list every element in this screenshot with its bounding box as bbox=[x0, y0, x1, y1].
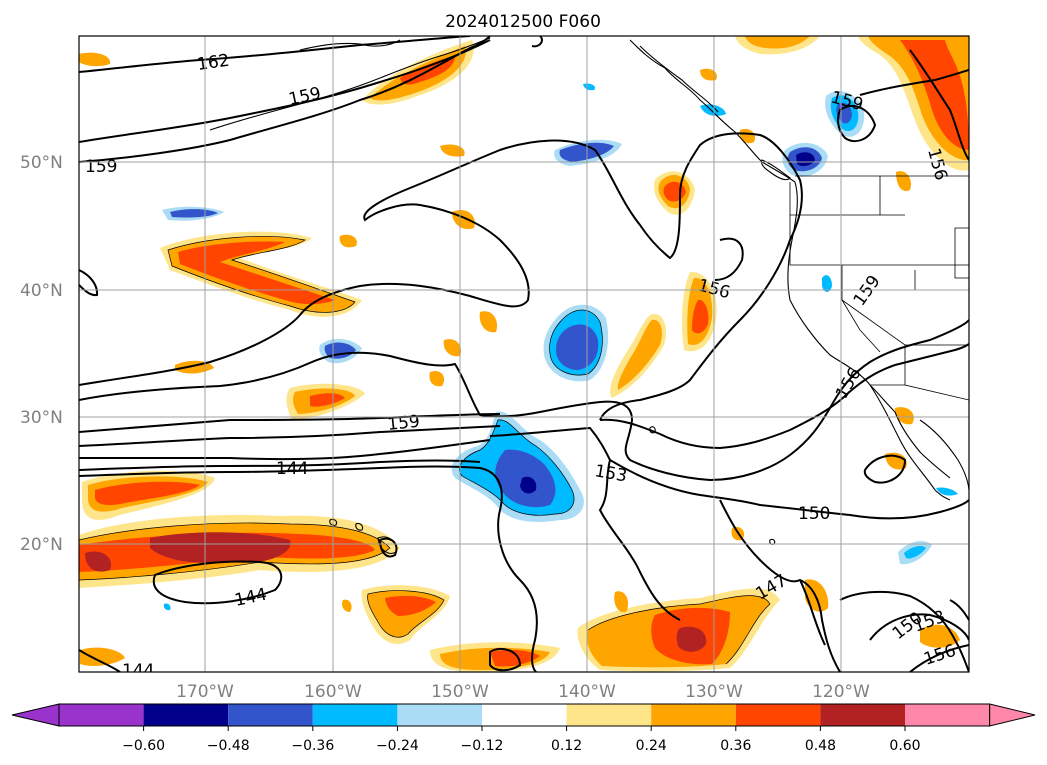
colorbar-segment bbox=[143, 704, 229, 726]
positive-region bbox=[80, 647, 125, 666]
positive-region bbox=[385, 595, 436, 616]
colorbar-segment bbox=[482, 704, 567, 726]
negative-region bbox=[904, 545, 926, 559]
colorbar-tick-label: 0.48 bbox=[805, 738, 836, 754]
negative-region bbox=[836, 102, 852, 124]
positive-region bbox=[178, 241, 335, 305]
colorbar-segment bbox=[820, 704, 905, 726]
negative-region bbox=[936, 487, 958, 496]
contour-label: 144 bbox=[122, 661, 154, 681]
negative-region bbox=[170, 209, 218, 218]
lat-label: 40°N bbox=[20, 281, 63, 301]
positive-region bbox=[150, 532, 291, 564]
colorbar-ticks bbox=[143, 726, 906, 731]
colorbar: −0.60 −0.48 −0.36 −0.24 −0.12 0.12 0.24 … bbox=[11, 703, 1036, 754]
colorbar-segment bbox=[905, 704, 990, 726]
colorbar-segment bbox=[397, 704, 482, 726]
negative-region bbox=[520, 476, 537, 494]
colorbar-segment bbox=[735, 704, 821, 726]
longitude-labels: 170°W 160°W 150°W 140°W 130°W 120°W bbox=[176, 682, 870, 702]
lat-label: 20°N bbox=[20, 535, 63, 555]
positive-region bbox=[692, 299, 709, 334]
positive-region bbox=[490, 649, 540, 667]
positive-region bbox=[900, 40, 969, 150]
height-contours bbox=[79, 36, 969, 672]
colorbar-tick-label: −0.36 bbox=[291, 738, 334, 754]
contour-label: 162 bbox=[196, 51, 231, 75]
positive-region bbox=[339, 234, 357, 248]
positive-region bbox=[700, 68, 717, 81]
colorbar-segment bbox=[566, 704, 652, 726]
positive-region bbox=[894, 407, 914, 425]
colorbar-extend-low bbox=[11, 703, 60, 727]
lon-label: 160°W bbox=[304, 682, 362, 702]
lat-label: 30°N bbox=[20, 408, 63, 428]
lon-label: 140°W bbox=[558, 682, 616, 702]
lon-label: 170°W bbox=[176, 682, 234, 702]
lon-label: 150°W bbox=[431, 682, 489, 702]
positive-region bbox=[479, 311, 498, 333]
positive-region bbox=[440, 144, 465, 157]
shaded-fields bbox=[79, 36, 969, 672]
map-panel: 162 159 159 159 156 159 156 156 159 153 … bbox=[79, 36, 969, 681]
positive-region bbox=[617, 319, 663, 390]
negative-region bbox=[556, 324, 599, 370]
political-boundaries bbox=[789, 175, 969, 401]
colorbar-tick-label: −0.48 bbox=[207, 738, 250, 754]
shade-outlines bbox=[79, 236, 771, 665]
colorbar-tick-label: 0.60 bbox=[889, 738, 920, 754]
colorbar-tick-label: 0.24 bbox=[636, 738, 667, 754]
positive-region bbox=[443, 339, 462, 357]
colorbar-extend-high bbox=[989, 703, 1036, 727]
lon-label: 120°W bbox=[812, 682, 870, 702]
colorbar-tick-label: −0.12 bbox=[461, 738, 504, 754]
positive-region bbox=[79, 52, 111, 67]
colorbar-tick-label: 0.36 bbox=[720, 738, 751, 754]
contour-label: 159 bbox=[85, 157, 117, 177]
gridlines bbox=[79, 36, 969, 672]
lon-label: 130°W bbox=[685, 682, 743, 702]
positive-region bbox=[85, 551, 111, 572]
positive-region bbox=[745, 36, 810, 49]
map-title: 2024012500 F060 bbox=[445, 12, 601, 32]
negative-region bbox=[583, 83, 596, 91]
colorbar-segment bbox=[312, 704, 398, 726]
negative-region bbox=[163, 603, 171, 611]
colorbar-tick-label: 0.12 bbox=[551, 738, 582, 754]
positive-region bbox=[676, 626, 707, 652]
negative-region bbox=[822, 275, 832, 292]
colorbar-tick-label: −0.60 bbox=[122, 738, 165, 754]
positive-region bbox=[310, 393, 345, 407]
map-frame bbox=[78, 35, 970, 673]
negative-region bbox=[796, 152, 815, 167]
positive-region bbox=[95, 481, 200, 505]
latitude-labels: 50°N 40°N 30°N 20°N bbox=[20, 153, 63, 555]
colorbar-tick-label: −0.24 bbox=[376, 738, 419, 754]
positive-region bbox=[614, 591, 629, 613]
colorbar-segment bbox=[228, 704, 313, 726]
lat-label: 50°N bbox=[20, 153, 63, 173]
colorbar-segment bbox=[651, 704, 736, 726]
colorbar-segment bbox=[59, 704, 144, 726]
negative-region bbox=[700, 104, 726, 116]
positive-region bbox=[341, 599, 352, 612]
contour-label: 150 bbox=[798, 504, 830, 524]
contour-label: 159 bbox=[386, 412, 420, 435]
positive-region bbox=[429, 370, 445, 387]
colorbar-frame bbox=[58, 703, 991, 727]
contour-label: 144 bbox=[276, 459, 308, 479]
